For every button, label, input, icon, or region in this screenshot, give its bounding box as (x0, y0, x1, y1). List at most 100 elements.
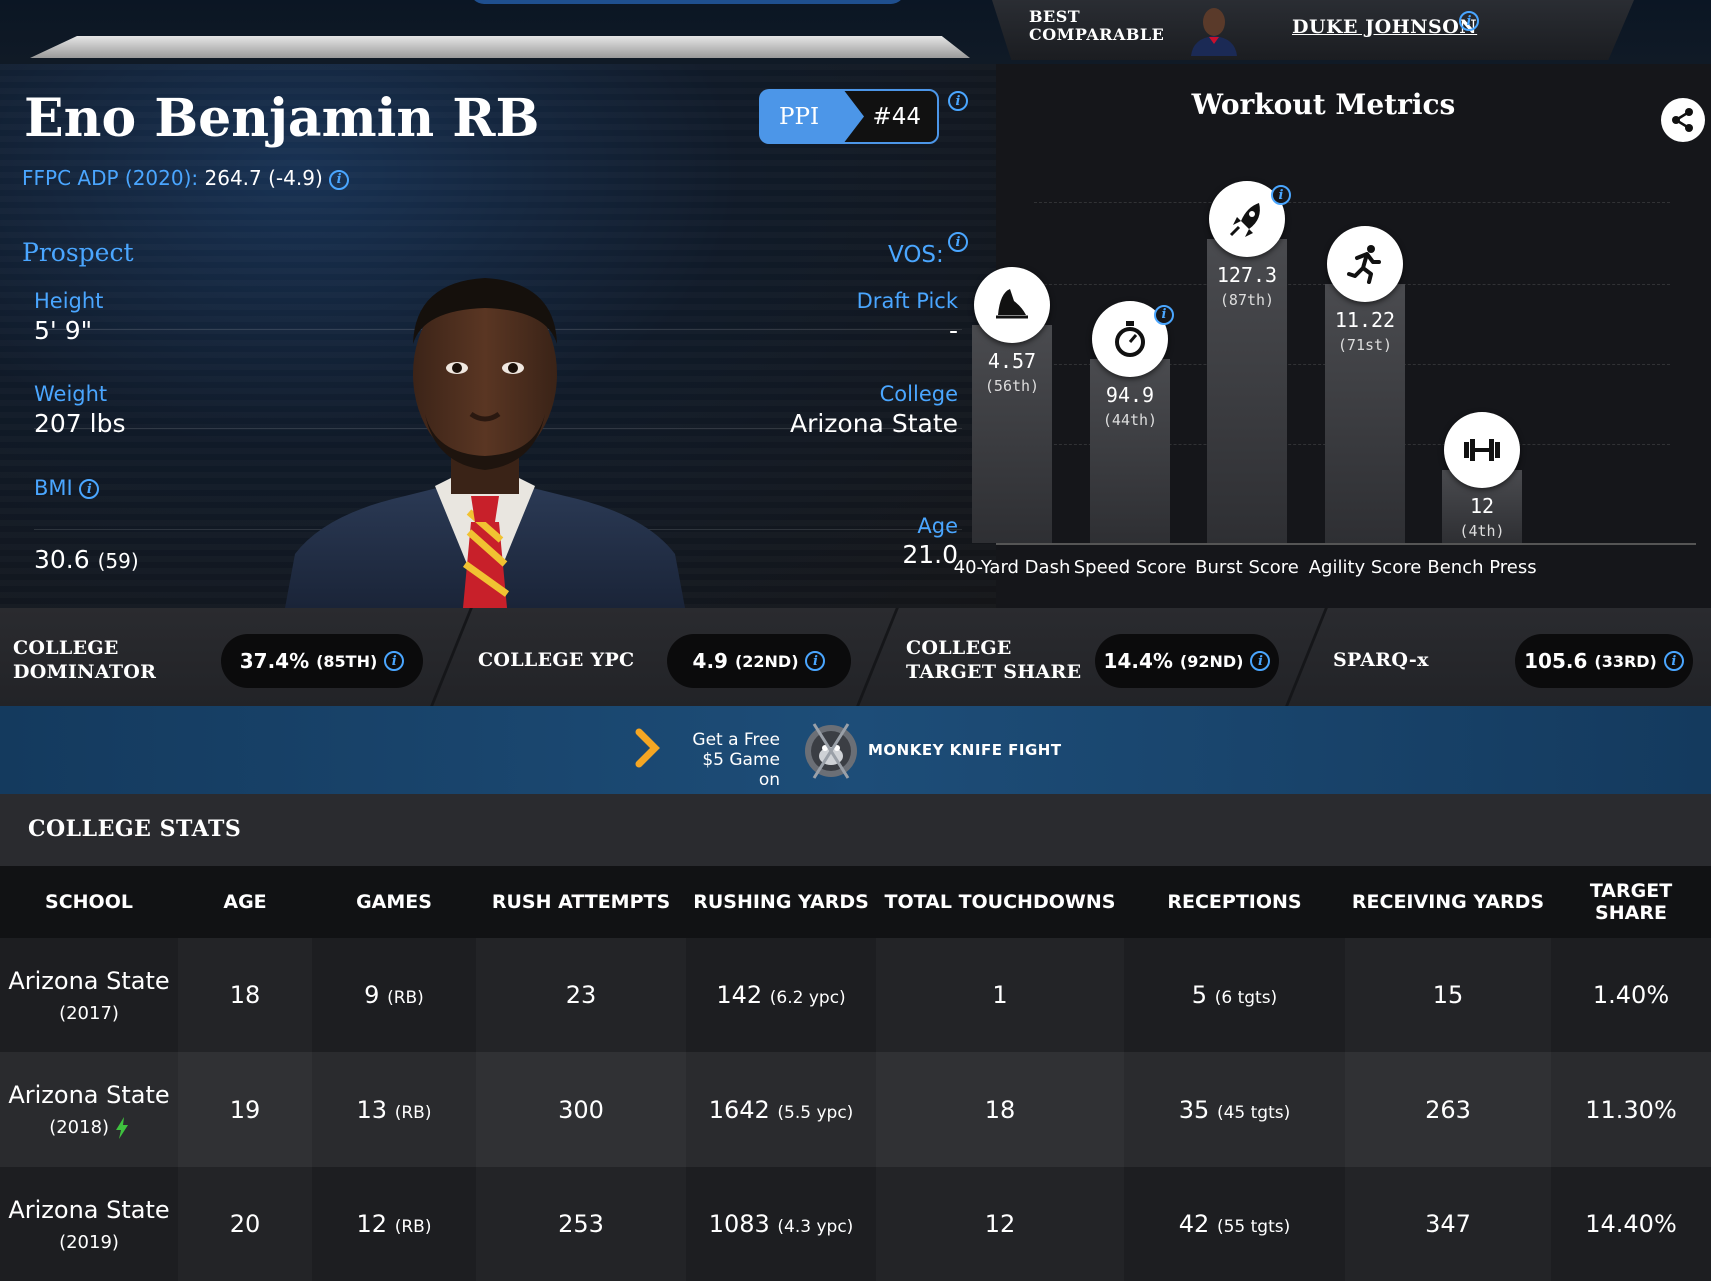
height-label: Height (34, 289, 104, 313)
workout-bar (1325, 283, 1405, 543)
best-comparable-tab (992, 0, 1634, 60)
draft-pick-label: Draft Pick (856, 289, 958, 313)
comparable-info-icon[interactable]: i (1459, 11, 1479, 31)
player-photo (285, 278, 685, 608)
workout-label: Bench Press (1427, 557, 1537, 578)
table-row: Arizona State (2018) 19 13 (RB) 300 1642 … (0, 1052, 1711, 1167)
workout-percentile: (87th) (1219, 291, 1275, 310)
touchdowns-cell: 1 (876, 938, 1124, 1052)
column-header[interactable]: RUSH ATTEMPTS (476, 866, 686, 938)
column-header[interactable]: RUSHING YARDS (686, 866, 876, 938)
age-value: 21.0 (902, 540, 958, 569)
chart-baseline (996, 543, 1696, 545)
target-share-info-icon[interactable]: i (1250, 651, 1271, 671)
age-cell: 18 (178, 938, 312, 1052)
target-share-cell: 11.30% (1551, 1052, 1711, 1167)
column-header[interactable]: GAMES (312, 866, 476, 938)
workout-title: Workout Metrics (1191, 88, 1456, 121)
column-header[interactable]: RECEIVING YARDS (1345, 866, 1551, 938)
vos-info-icon[interactable]: i (948, 232, 968, 252)
workout-percentile: (44th) (1102, 410, 1158, 429)
rush-attempts-cell: 23 (476, 938, 686, 1052)
adp-label: FFPC ADP (2020): (22, 166, 199, 190)
metric-label-target-share: COLLEGE TARGET SHARE (906, 637, 1082, 683)
share-button[interactable] (1661, 98, 1705, 142)
top-bar: BEST COMPARABLE DUKE JOHNSON i (0, 0, 1711, 64)
receiving-yards-cell: 15 (1345, 938, 1551, 1052)
workout-percentile: (71st) (1337, 335, 1393, 354)
ypc-info-icon[interactable]: i (805, 651, 826, 671)
age-label: Age (917, 514, 958, 538)
workout-value: 4.57 (987, 349, 1037, 374)
metric-pill-target-share: 14.4% (92ND) i (1095, 634, 1279, 688)
column-header[interactable]: TARGET SHARE (1551, 866, 1711, 938)
dominator-info-icon[interactable]: i (384, 651, 405, 671)
games-cell: 9 (RB) (312, 938, 476, 1052)
rush-attempts-cell: 300 (476, 1052, 686, 1167)
bmi-label: BMI i (34, 476, 100, 500)
table-row: Arizona State (2019) 20 12 (RB) 253 1083 … (0, 1167, 1711, 1281)
comparable-player-link[interactable]: DUKE JOHNSON (1292, 16, 1478, 38)
school-cell: Arizona State (2017) (0, 938, 178, 1052)
college-metrics-strip: COLLEGE DOMINATOR 37.4% (85TH) i COLLEGE … (0, 608, 1711, 706)
college-stats-header: COLLEGE STATS (0, 794, 1711, 866)
games-cell: 13 (RB) (312, 1052, 476, 1167)
receptions-cell: 42 (55 tgts) (1124, 1167, 1345, 1281)
receptions-cell: 5 (6 tgts) (1124, 938, 1345, 1052)
ad-brand: MONKEY KNIFE FIGHT (868, 741, 1062, 759)
workout-bar (1090, 358, 1170, 543)
metric-separator (430, 608, 473, 706)
adp-value: 264.7 (-4.9) (204, 166, 323, 190)
metric-pill-sparq: 105.6 (33RD) i (1515, 634, 1693, 688)
ad-banner[interactable]: Get a Free $5 Game on MONKEY KNIFE FIGHT (0, 706, 1711, 794)
table-row: Arizona State (2017) 18 9 (RB) 23 142 (6.… (0, 938, 1711, 1052)
workout-label: Agility Score (1308, 557, 1422, 578)
table-header-row: SCHOOL AGE GAMES RUSH ATTEMPTS RUSHING Y… (0, 866, 1711, 938)
column-header[interactable]: TOTAL TOUCHDOWNS (876, 866, 1124, 938)
shoe-icon (974, 267, 1050, 344)
sparq-info-icon[interactable]: i (1663, 651, 1684, 671)
column-header[interactable]: SCHOOL (0, 866, 178, 938)
prospect-label: Prospect (22, 238, 134, 267)
ppi-badge: #44 PPI (759, 89, 939, 144)
rushing-yards-cell: 1642 (5.5 ypc) (686, 1052, 876, 1167)
metric-separator (1285, 608, 1328, 706)
bmi-value: 30.6 (59) (34, 545, 139, 574)
weight-value: 207 lbs (34, 409, 126, 438)
receiving-yards-cell: 263 (1345, 1052, 1551, 1167)
college-label: College (879, 382, 958, 406)
grid-line (1034, 202, 1670, 203)
workout-label: Burst Score (1195, 557, 1299, 578)
workout-value: 11.22 (1334, 307, 1396, 332)
top-ribbon (30, 36, 970, 58)
workout-info-icon[interactable]: i (1271, 185, 1291, 206)
metric-label-sparq: SPARQ-x (1333, 649, 1429, 671)
bmi-info-icon[interactable]: i (79, 479, 100, 499)
receiving-yards-cell: 347 (1345, 1167, 1551, 1281)
top-nav-pill (470, 0, 905, 4)
workout-info-icon[interactable]: i (1154, 304, 1174, 325)
share-icon (1672, 108, 1693, 132)
school-cell: Arizona State (2019) (0, 1167, 178, 1281)
dumbbell-icon (1444, 411, 1520, 488)
age-cell: 20 (178, 1167, 312, 1281)
workout-bar (972, 325, 1052, 543)
ppi-label: PPI (759, 89, 864, 144)
target-share-cell: 1.40% (1551, 938, 1711, 1052)
column-header[interactable]: RECEPTIONS (1124, 866, 1345, 938)
metric-pill-ypc: 4.9 (22ND) i (667, 634, 851, 688)
player-profile-panel: Eno Benjamin RB FFPC ADP (2020): 264.7 (… (0, 64, 996, 608)
metric-label-ypc: COLLEGE YPC (478, 649, 635, 671)
breakout-lightning-icon (115, 1116, 128, 1139)
column-header[interactable]: AGE (178, 866, 312, 938)
chevron-right-icon (635, 728, 660, 768)
ppi-info-icon[interactable]: i (948, 91, 968, 111)
adp-info-icon[interactable]: i (329, 169, 350, 190)
runner-icon (1327, 225, 1403, 302)
player-name: Eno Benjamin RB (24, 88, 540, 149)
receptions-cell: 35 (45 tgts) (1124, 1052, 1345, 1167)
target-share-cell: 14.40% (1551, 1167, 1711, 1281)
metric-pill-dominator: 37.4% (85TH) i (221, 634, 423, 688)
rush-attempts-cell: 253 (476, 1167, 686, 1281)
college-value: Arizona State (789, 409, 958, 438)
